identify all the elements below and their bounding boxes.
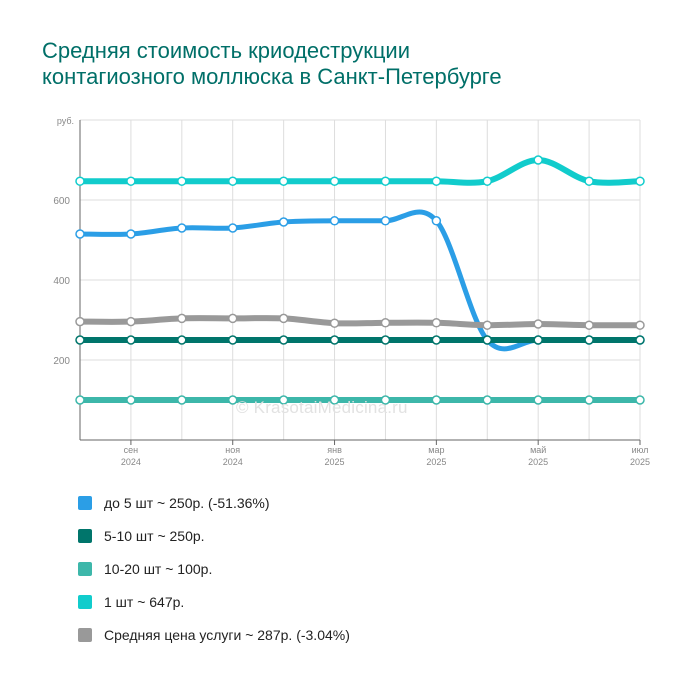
data-point [227, 176, 238, 186]
data-point [126, 395, 136, 405]
data-point [482, 320, 493, 330]
data-point [533, 335, 543, 345]
data-point [431, 216, 442, 226]
legend-item[interactable]: 5-10 шт ~ 250р. [78, 519, 350, 552]
legend-item[interactable]: 1 шт ~ 647р. [78, 585, 350, 618]
data-point [584, 320, 594, 330]
data-point [329, 176, 340, 186]
data-point [635, 320, 645, 330]
legend-label: 1 шт ~ 647р. [104, 593, 185, 610]
data-point [126, 316, 136, 327]
data-point [126, 176, 136, 186]
legend-label: 10-20 шт ~ 100р. [104, 560, 213, 577]
data-point [278, 313, 289, 324]
data-point [227, 223, 238, 233]
data-point [177, 223, 187, 233]
data-point [482, 395, 493, 405]
data-point [177, 176, 187, 186]
data-point [380, 335, 391, 345]
data-point [75, 229, 85, 239]
y-tick-label: 200 [53, 356, 70, 367]
series-line [77, 157, 643, 186]
data-point [329, 216, 340, 226]
data-point [380, 395, 391, 405]
legend-swatch [78, 528, 92, 543]
data-point [329, 395, 340, 405]
x-tick-label-month: ноя [225, 445, 240, 455]
data-point [635, 176, 645, 186]
x-tick-label-month: мар [428, 445, 444, 455]
data-point [635, 335, 645, 345]
data-point [75, 395, 85, 405]
chart-title-line-1: Средняя стоимость криодеструкции [42, 38, 411, 63]
legend-swatch [78, 594, 92, 609]
data-point [584, 335, 594, 345]
data-point [227, 313, 238, 324]
chart-title-line-2: контагиозного моллюска в Санкт-Петербург… [42, 64, 502, 89]
x-tick-label-month: июл [632, 445, 649, 455]
data-point [431, 395, 442, 405]
data-point [126, 229, 136, 239]
data-point [278, 395, 289, 405]
x-tick-label-month: янв [327, 445, 342, 455]
legend-item[interactable]: 10-20 шт ~ 100р. [78, 552, 350, 585]
data-point [533, 395, 543, 405]
data-point [533, 319, 543, 329]
data-point [278, 217, 289, 227]
legend-label: 5-10 шт ~ 250р. [104, 527, 205, 544]
series-line [77, 315, 643, 329]
y-tick-label: 400 [53, 276, 70, 287]
data-point [380, 318, 391, 328]
legend-label: Средняя цена услуги ~ 287р. (-3.04%) [104, 626, 350, 643]
data-point [533, 155, 543, 165]
x-tick-label-month: сен [124, 445, 139, 455]
data-point [635, 395, 645, 405]
data-point [227, 395, 238, 405]
x-tick-label-year: 2024 [223, 457, 243, 467]
legend-swatch [78, 495, 92, 510]
y-axis-unit-label: руб. [57, 116, 74, 126]
data-point [380, 176, 391, 186]
data-point [177, 313, 187, 324]
y-tick-label: 600 [53, 196, 70, 207]
data-point [75, 335, 85, 345]
data-point [329, 335, 340, 345]
data-point [584, 176, 594, 186]
data-point [177, 395, 187, 405]
data-point [329, 318, 340, 328]
legend-item[interactable]: Средняя цена услуги ~ 287р. (-3.04%) [78, 618, 350, 651]
data-point [227, 335, 238, 345]
x-tick-label-month: май [530, 445, 546, 455]
data-point [431, 335, 442, 345]
x-tick-label-year: 2025 [325, 457, 345, 467]
data-point [482, 335, 493, 345]
data-point [75, 316, 85, 327]
x-tick-label-year: 2025 [528, 457, 548, 467]
data-point [177, 335, 187, 345]
data-point [431, 318, 442, 328]
legend-swatch [78, 561, 92, 576]
data-point [75, 176, 85, 186]
x-tick-label-year: 2025 [426, 457, 446, 467]
data-point [380, 216, 391, 226]
x-tick-label-year: 2025 [630, 457, 650, 467]
legend-swatch [78, 627, 92, 642]
chart-title: Средняя стоимость криодеструкции контаги… [42, 38, 662, 90]
legend: до 5 шт ~ 250р. (-51.36%) 5-10 шт ~ 250р… [78, 486, 350, 651]
data-point [584, 395, 594, 405]
legend-item[interactable]: до 5 шт ~ 250р. (-51.36%) [78, 486, 350, 519]
watermark: © KrasotaiMedicina.ru [236, 398, 408, 417]
data-point [278, 176, 289, 186]
data-point [278, 335, 289, 345]
data-point [482, 176, 493, 186]
data-point [431, 176, 442, 186]
data-point [126, 335, 136, 345]
legend-label: до 5 шт ~ 250р. (-51.36%) [104, 494, 270, 511]
x-tick-label-year: 2024 [121, 457, 141, 467]
